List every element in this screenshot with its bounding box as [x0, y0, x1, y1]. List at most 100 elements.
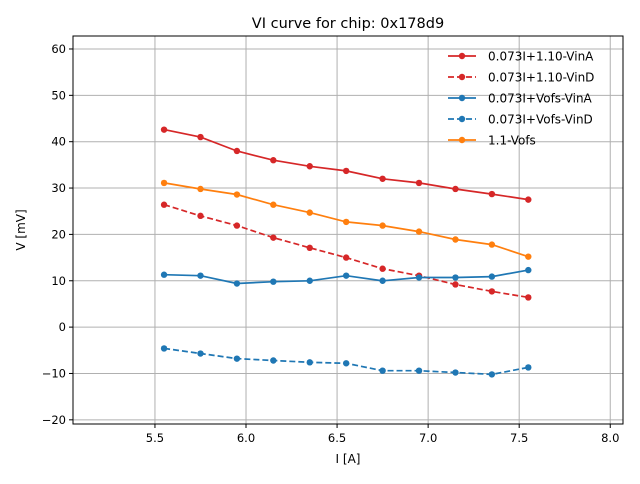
data-point — [415, 274, 423, 281]
y-tick-label: 60 — [51, 42, 66, 56]
x-tick-label: 8.0 — [601, 431, 619, 445]
x-tick-label: 6.0 — [237, 431, 255, 445]
x-tick-label: 6.5 — [328, 431, 346, 445]
data-point — [342, 254, 350, 261]
legend-label: 1.1-Vofs — [488, 134, 536, 148]
legend-label: 0.073I+Vofs-VinA — [488, 92, 593, 106]
y-tick-label: 40 — [51, 135, 66, 149]
data-point — [197, 350, 204, 357]
data-point — [525, 253, 532, 260]
data-point — [197, 212, 204, 220]
data-point — [488, 190, 496, 198]
data-point — [233, 280, 241, 287]
y-tick-label: 20 — [51, 227, 66, 241]
data-point — [488, 273, 496, 280]
data-point — [488, 371, 496, 378]
series-2 — [160, 266, 532, 287]
data-point — [415, 228, 423, 235]
legend: 0.073I+1.10-VinA 0.073I+1.10-VinD 0.073I+V… — [448, 50, 594, 148]
data-point — [197, 272, 204, 279]
data-point — [525, 294, 532, 301]
data-point — [233, 147, 241, 155]
data-point — [342, 167, 350, 175]
data-point — [342, 360, 350, 367]
series-group — [160, 126, 532, 378]
data-point — [306, 163, 313, 170]
legend-entry: 0.073I+Vofs-VinD — [448, 113, 593, 127]
data-point — [525, 266, 532, 274]
data-point — [270, 357, 277, 364]
legend-marker — [458, 52, 466, 60]
data-point — [452, 274, 459, 281]
x-tick-label: 7.0 — [419, 431, 437, 445]
data-point — [415, 367, 423, 374]
data-point — [270, 234, 277, 241]
y-tick-label: 30 — [51, 181, 66, 195]
legend-label: 0.073I+1.10-VinD — [488, 71, 594, 85]
plot-frame — [72, 35, 624, 425]
y-axis-label: V [mV] — [14, 209, 28, 250]
legend-label: 0.073I+1.10-VinA — [488, 50, 594, 64]
data-point — [306, 244, 313, 252]
data-point — [452, 369, 459, 376]
data-point — [452, 281, 459, 288]
series-0 — [160, 126, 532, 203]
data-point — [233, 222, 241, 229]
y-tick-label: 0 — [59, 320, 66, 334]
legend-marker — [458, 115, 466, 123]
data-point — [160, 271, 168, 278]
legend-entry: 0.073I+1.10-VinA — [448, 50, 594, 64]
legend-marker — [458, 136, 466, 144]
data-point — [306, 209, 313, 216]
data-point — [342, 218, 350, 226]
data-point — [452, 236, 459, 243]
data-point — [379, 277, 386, 284]
legend-entry: 1.1-Vofs — [448, 134, 536, 148]
x-tick-label: 5.5 — [146, 431, 164, 445]
grid — [73, 36, 623, 424]
data-point — [379, 175, 386, 182]
x-axis-label: I [A] — [336, 452, 361, 466]
data-point — [342, 272, 350, 279]
legend-marker — [458, 73, 466, 81]
y-axis-ticks: −20 −10 0 10 20 30 40 50 60 — [42, 42, 73, 427]
data-point — [488, 241, 496, 248]
data-point — [488, 288, 496, 295]
data-point — [306, 277, 313, 284]
series-1 — [160, 201, 532, 301]
data-point — [160, 201, 168, 208]
y-tick-label: 10 — [51, 274, 66, 288]
data-point — [452, 185, 459, 193]
data-point — [270, 278, 277, 285]
legend-label: 0.073I+Vofs-VinD — [488, 113, 593, 127]
x-tick-label: 7.5 — [510, 431, 528, 445]
data-point — [306, 359, 313, 366]
legend-entry: 0.073I+Vofs-VinA — [448, 92, 593, 106]
data-point — [270, 157, 277, 164]
y-tick-label: −10 — [42, 366, 66, 380]
data-point — [415, 179, 423, 187]
chart-title: VI curve for chip: 0x178d9 — [252, 16, 444, 32]
y-tick-label: 50 — [51, 88, 66, 102]
data-point — [233, 355, 241, 362]
data-point — [379, 222, 386, 229]
series-4 — [160, 179, 532, 260]
legend-entry: 0.073I+1.10-VinD — [448, 71, 594, 85]
data-point — [270, 201, 277, 208]
data-point — [197, 133, 204, 141]
data-point — [197, 185, 204, 193]
data-point — [379, 265, 386, 272]
data-point — [525, 364, 532, 371]
series-3 — [160, 345, 532, 378]
legend-marker — [458, 94, 466, 102]
y-tick-label: −20 — [42, 413, 66, 427]
data-point — [160, 179, 168, 187]
data-point — [379, 367, 386, 374]
data-point — [525, 196, 532, 203]
data-point — [160, 345, 168, 352]
data-point — [160, 126, 168, 133]
x-axis-ticks: 5.5 6.0 6.5 7.0 7.5 8.0 — [146, 424, 619, 445]
data-point — [233, 191, 241, 198]
